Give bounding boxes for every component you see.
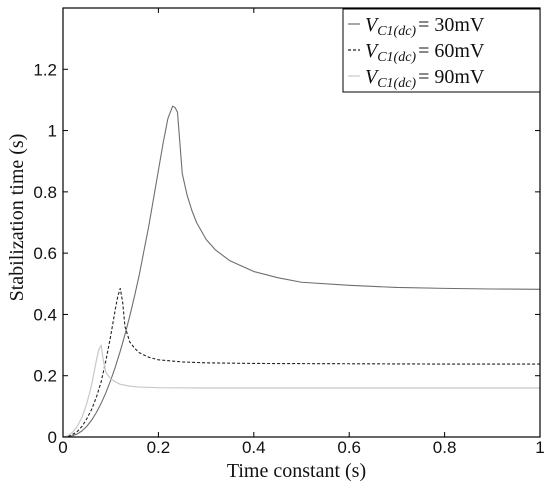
plot-frame	[62, 7, 541, 438]
legend-var: V	[365, 40, 380, 62]
x-tick-label: 1	[535, 438, 544, 457]
x-tick-label: 0.6	[337, 438, 361, 457]
y-tick-label: 1.2	[33, 60, 57, 79]
legend-var: V	[365, 14, 380, 36]
series-line-3	[62, 344, 540, 438]
legend-subscript: C1(dc)	[377, 76, 416, 91]
legend-entry-2: VC1(dc) = 60mV	[365, 40, 485, 65]
y-tick-label: 1	[48, 122, 57, 141]
x-tick-label: 0.8	[433, 438, 457, 457]
y-tick-label: 0.8	[33, 183, 57, 202]
legend-value: = 90mV	[418, 66, 485, 88]
x-axis-label: Time constant (s)	[227, 460, 366, 482]
y-tick-label: 0.4	[33, 305, 57, 324]
x-tick-label: 0.4	[242, 438, 266, 457]
legend-box	[342, 8, 541, 93]
y-axis-label: Stabilization time (s)	[6, 134, 28, 302]
x-tick-label: 0.2	[147, 438, 171, 457]
x-tick-label: 0	[58, 438, 67, 457]
legend-subscript: C1(dc)	[377, 50, 416, 65]
legend-subscript: C1(dc)	[377, 24, 416, 39]
y-tick-label: 0.2	[33, 367, 57, 386]
legend-value: = 60mV	[418, 40, 485, 62]
legend-value: = 30mV	[418, 14, 485, 36]
legend-entry-3: VC1(dc) = 90mV	[365, 66, 485, 91]
y-tick-label: 0	[48, 428, 57, 447]
series-line-2	[62, 287, 540, 438]
y-tick-label: 0.6	[33, 244, 57, 263]
series-line-1	[62, 105, 541, 438]
legend-entry-1: VC1(dc) = 30mV	[365, 14, 485, 39]
legend-var: V	[365, 66, 380, 88]
